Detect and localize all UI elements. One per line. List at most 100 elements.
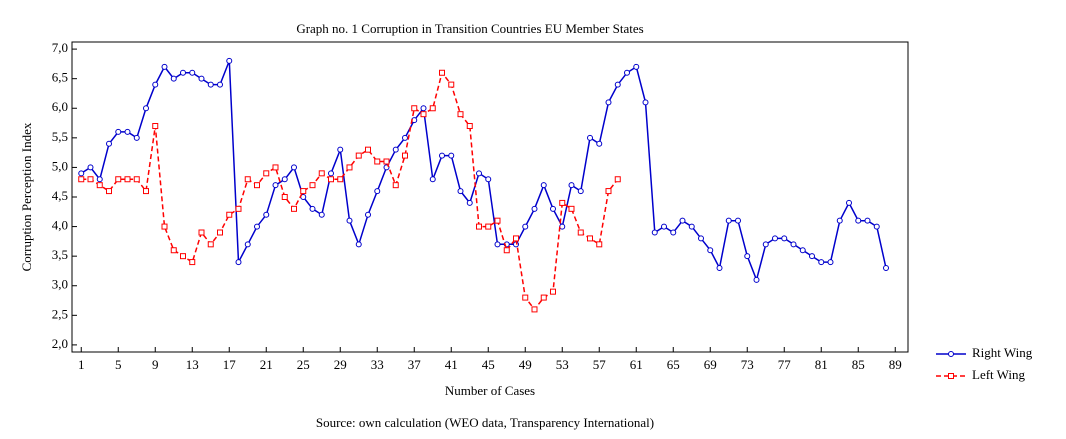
chart-title: Graph no. 1 Corruption in Transition Cou… [296,21,643,36]
marker [235,205,242,212]
marker [254,223,260,230]
marker [300,188,307,195]
marker [568,182,575,189]
marker [688,223,695,230]
y-tick-label: 4,0 [52,218,68,233]
y-tick-label: 3,5 [52,247,68,262]
marker [836,217,843,224]
marker [365,146,371,153]
marker [115,176,122,183]
marker [466,199,473,206]
y-tick-label: 7,0 [52,40,68,55]
marker [448,152,455,159]
marker [605,188,612,195]
x-tick-label: 65 [667,357,680,372]
marker [198,75,205,82]
marker [799,247,806,254]
marker [827,259,834,266]
marker [207,81,214,88]
marker [244,176,251,183]
marker [818,259,825,266]
x-tick-label: 33 [371,357,384,372]
marker [781,235,788,242]
marker [411,105,418,112]
marker [420,111,427,118]
marker [133,176,140,183]
marker [244,241,251,248]
marker [448,81,455,88]
marker [476,223,482,230]
marker [587,235,593,242]
marker [374,158,381,165]
marker [291,205,297,212]
marker [328,176,334,183]
x-tick-label: 77 [778,357,792,372]
marker [291,164,297,171]
marker [873,223,880,230]
x-tick-label: 1 [78,357,85,372]
x-tick-label: 61 [630,357,643,372]
marker [402,134,408,141]
x-tick-label: 41 [445,357,458,372]
y-tick-label: 6,5 [52,70,68,85]
marker [346,164,353,171]
y-tick-label: 2,5 [52,306,68,321]
marker [614,176,621,183]
marker [735,217,741,224]
marker [587,134,593,141]
legend-label: Right Wing [972,345,1033,360]
marker [133,134,140,141]
y-tick-label: 3,0 [52,277,68,292]
marker [189,69,196,76]
x-axis-label: Number of Cases [445,383,535,398]
marker [281,194,288,200]
marker [550,288,556,295]
marker [429,105,436,112]
marker [365,211,371,218]
marker [846,199,852,206]
marker [272,182,279,189]
x-tick-label: 49 [519,357,532,372]
marker [318,211,325,218]
marker [318,170,325,177]
marker [346,217,353,224]
x-tick-label: 57 [593,357,607,372]
marker [180,253,186,260]
marker [189,259,196,266]
marker [152,81,159,88]
marker [429,176,436,183]
x-tick-label: 73 [741,357,754,372]
marker [309,205,316,212]
marker [383,158,390,165]
marker [531,205,538,212]
marker [568,205,575,212]
x-tick-label: 13 [186,357,199,372]
marker [161,223,168,230]
marker [106,188,112,195]
x-tick-label: 89 [889,357,902,372]
marker [96,176,103,183]
y-tick-label: 6,0 [52,99,68,114]
marker [485,176,492,183]
marker [550,205,556,212]
marker [661,223,667,230]
marker [651,229,658,236]
marker [577,188,584,195]
x-tick-label: 81 [815,357,828,372]
marker [337,176,344,183]
marker [762,241,769,248]
marker [170,247,177,254]
marker [503,247,510,254]
marker [679,217,686,224]
marker [540,182,547,189]
marker [707,247,714,254]
series-line [80,60,887,283]
marker [281,176,288,183]
y-tick-label: 5,0 [52,158,68,173]
legend-marker [948,373,954,379]
marker [457,111,464,118]
marker [217,229,223,236]
marker [180,69,186,76]
